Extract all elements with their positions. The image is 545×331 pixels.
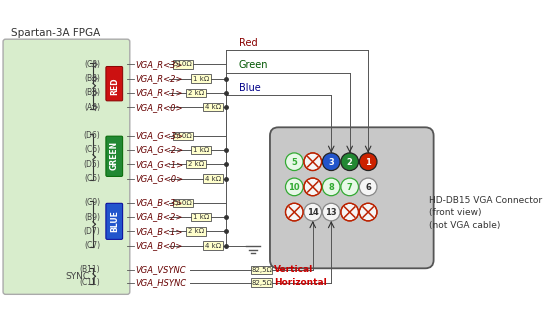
Text: VGA_G<0>: VGA_G<0> (136, 174, 184, 183)
Bar (173, 131, 193, 140)
Circle shape (341, 153, 359, 170)
Text: VGA_VSYNC: VGA_VSYNC (136, 265, 186, 274)
Text: 13: 13 (325, 208, 337, 217)
Text: 2: 2 (347, 158, 353, 166)
Text: Horizontal: Horizontal (274, 278, 327, 287)
Text: (C7): (C7) (84, 241, 100, 250)
Text: 2 kΩ: 2 kΩ (188, 161, 204, 167)
Text: 4 kΩ: 4 kΩ (205, 243, 221, 249)
Text: (B8): (B8) (84, 74, 100, 83)
Text: 14: 14 (307, 208, 319, 217)
Text: 1 kΩ: 1 kΩ (193, 214, 209, 220)
Text: 5: 5 (292, 158, 297, 166)
Text: 510Ω: 510Ω (173, 133, 192, 139)
Bar (203, 174, 223, 183)
Text: (A3): (A3) (84, 103, 100, 112)
FancyBboxPatch shape (106, 67, 123, 101)
Bar (203, 103, 223, 111)
Bar (251, 278, 271, 287)
Text: VGA_G<2>: VGA_G<2> (136, 145, 184, 155)
Text: 8: 8 (328, 183, 334, 192)
Circle shape (359, 203, 377, 221)
FancyBboxPatch shape (106, 136, 123, 176)
Text: HD-DB15 VGA Connector
(front view)
(not VGA cable): HD-DB15 VGA Connector (front view) (not … (429, 196, 543, 230)
Bar (191, 213, 211, 221)
Text: VGA_G<3>: VGA_G<3> (136, 131, 184, 140)
Text: GREEN: GREEN (110, 141, 119, 170)
Text: (C8): (C8) (84, 60, 100, 69)
Circle shape (286, 203, 303, 221)
Text: (B3): (B3) (84, 88, 100, 97)
Bar (191, 74, 211, 83)
FancyBboxPatch shape (270, 127, 434, 268)
Circle shape (323, 153, 340, 170)
Text: VGA_B<3>: VGA_B<3> (136, 198, 183, 207)
Text: VGA_R<0>: VGA_R<0> (136, 103, 183, 112)
Bar (251, 266, 271, 274)
Text: 2 kΩ: 2 kΩ (188, 90, 204, 96)
Bar (173, 199, 193, 207)
Circle shape (323, 203, 340, 221)
Text: (D7): (D7) (84, 227, 100, 236)
Text: BLUE: BLUE (110, 211, 119, 232)
Text: 10: 10 (288, 183, 300, 192)
Bar (203, 241, 223, 250)
Text: (C11): (C11) (80, 278, 100, 287)
Text: 4 kΩ: 4 kΩ (205, 104, 221, 110)
Text: 1: 1 (365, 158, 371, 166)
FancyBboxPatch shape (3, 39, 130, 294)
Text: Blue: Blue (239, 83, 261, 93)
Text: VGA_B<0>: VGA_B<0> (136, 241, 183, 250)
Bar (186, 160, 206, 168)
Text: 7: 7 (347, 183, 353, 192)
Circle shape (341, 178, 359, 196)
Text: SYNC: SYNC (65, 272, 89, 281)
Circle shape (304, 178, 322, 196)
Text: 82,5Ω: 82,5Ω (251, 267, 272, 273)
Text: VGA_B<1>: VGA_B<1> (136, 227, 183, 236)
FancyBboxPatch shape (106, 203, 123, 239)
Text: (C6): (C6) (84, 145, 100, 155)
Text: 3: 3 (328, 158, 334, 166)
Circle shape (359, 178, 377, 196)
Text: 82,5Ω: 82,5Ω (251, 280, 272, 286)
Text: VGA_B<2>: VGA_B<2> (136, 213, 183, 222)
Text: (D5): (D5) (84, 160, 100, 169)
Text: 510Ω: 510Ω (173, 61, 192, 68)
Text: Green: Green (239, 60, 268, 70)
Text: Spartan-3A FPGA: Spartan-3A FPGA (11, 28, 101, 38)
Text: (D6): (D6) (84, 131, 100, 140)
Circle shape (286, 153, 303, 170)
Text: 4 kΩ: 4 kΩ (205, 175, 221, 181)
Text: (B11): (B11) (80, 265, 100, 274)
Text: 1 kΩ: 1 kΩ (193, 147, 209, 153)
Text: (B9): (B9) (84, 213, 100, 222)
Text: (C5): (C5) (84, 174, 100, 183)
Text: 510Ω: 510Ω (173, 200, 192, 206)
Bar (186, 89, 206, 97)
Bar (191, 146, 211, 154)
Text: RED: RED (110, 77, 119, 95)
Circle shape (341, 203, 359, 221)
Text: 1 kΩ: 1 kΩ (193, 76, 209, 82)
Bar (186, 227, 206, 236)
Circle shape (304, 203, 322, 221)
Text: Red: Red (239, 38, 258, 48)
Text: VGA_R<3>: VGA_R<3> (136, 60, 183, 69)
Text: Vertical: Vertical (274, 265, 313, 274)
Circle shape (323, 178, 340, 196)
Text: VGA_HSYNC: VGA_HSYNC (136, 278, 187, 287)
Text: VGA_G<1>: VGA_G<1> (136, 160, 184, 169)
Text: VGA_R<1>: VGA_R<1> (136, 88, 183, 97)
Circle shape (359, 153, 377, 170)
Circle shape (286, 178, 303, 196)
Text: 6: 6 (365, 183, 371, 192)
Bar (173, 60, 193, 69)
Text: VGA_R<2>: VGA_R<2> (136, 74, 183, 83)
Circle shape (304, 153, 322, 170)
Text: 2 kΩ: 2 kΩ (188, 228, 204, 234)
Text: (C9): (C9) (84, 198, 100, 207)
